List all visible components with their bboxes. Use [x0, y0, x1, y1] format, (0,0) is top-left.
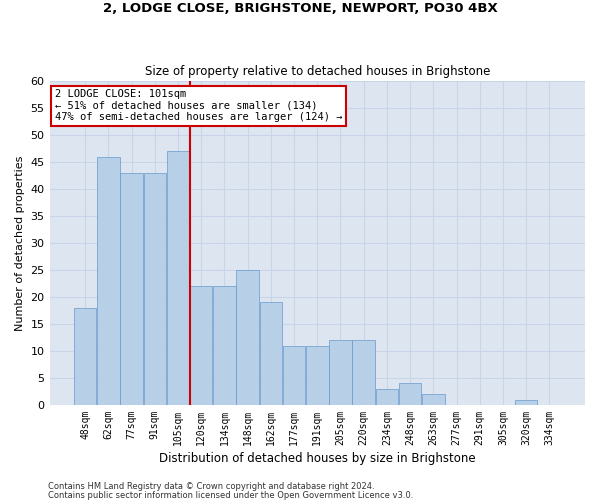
Text: 2, LODGE CLOSE, BRIGHSTONE, NEWPORT, PO30 4BX: 2, LODGE CLOSE, BRIGHSTONE, NEWPORT, PO3…	[103, 2, 497, 16]
Bar	[422, 394, 445, 405]
X-axis label: Distribution of detached houses by size in Brighstone: Distribution of detached houses by size …	[159, 452, 476, 465]
Bar	[283, 346, 305, 405]
Bar	[74, 308, 97, 405]
Text: Contains public sector information licensed under the Open Government Licence v3: Contains public sector information licen…	[48, 490, 413, 500]
Bar	[352, 340, 375, 405]
Bar	[143, 173, 166, 405]
Bar	[515, 400, 538, 405]
Bar	[97, 156, 119, 405]
Bar	[167, 151, 189, 405]
Y-axis label: Number of detached properties: Number of detached properties	[15, 156, 25, 330]
Bar	[213, 286, 236, 405]
Bar	[399, 384, 421, 405]
Bar	[306, 346, 329, 405]
Bar	[236, 270, 259, 405]
Bar	[260, 302, 282, 405]
Bar	[376, 389, 398, 405]
Bar	[121, 173, 143, 405]
Title: Size of property relative to detached houses in Brighstone: Size of property relative to detached ho…	[145, 66, 490, 78]
Bar	[329, 340, 352, 405]
Text: 2 LODGE CLOSE: 101sqm
← 51% of detached houses are smaller (134)
47% of semi-det: 2 LODGE CLOSE: 101sqm ← 51% of detached …	[55, 89, 343, 122]
Text: Contains HM Land Registry data © Crown copyright and database right 2024.: Contains HM Land Registry data © Crown c…	[48, 482, 374, 491]
Bar	[190, 286, 212, 405]
